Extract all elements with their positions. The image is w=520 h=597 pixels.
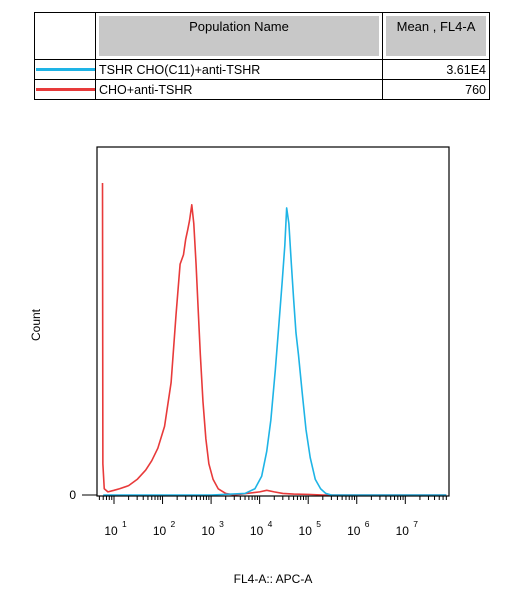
legend-header-blank — [34, 12, 96, 60]
series-line-cho — [101, 182, 447, 496]
x-tick-exponent: 7 — [413, 519, 418, 529]
x-tick-label: 10 — [201, 524, 215, 538]
y-axis-tick-labels: 0 — [69, 488, 97, 502]
legend-row-name: CHO+anti-TSHR — [95, 79, 383, 100]
legend-header-mean: Mean , FL4-A — [382, 12, 490, 60]
series-layer — [101, 182, 447, 496]
x-axis-ticks — [98, 496, 447, 504]
legend-row-mean: 3.61E4 — [382, 59, 490, 80]
x-tick-exponent: 2 — [171, 519, 176, 529]
plot-frame — [96, 146, 450, 497]
x-tick-exponent: 6 — [365, 519, 370, 529]
y-tick-label: 0 — [69, 488, 76, 502]
y-axis-title: Count — [29, 308, 43, 341]
x-axis-title: FL4-A:: APC-A — [234, 572, 313, 586]
x-tick-label: 10 — [250, 524, 264, 538]
legend-swatch-cell — [34, 79, 96, 100]
x-tick-exponent: 1 — [122, 519, 127, 529]
x-tick-label: 10 — [347, 524, 361, 538]
x-tick-label: 10 — [153, 524, 167, 538]
legend-swatch-cho — [36, 88, 95, 91]
x-tick-label: 10 — [396, 524, 410, 538]
legend-row-mean: 760 — [382, 79, 490, 100]
x-tick-label: 10 — [299, 524, 313, 538]
x-tick-exponent: 3 — [219, 519, 224, 529]
x-axis-tick-labels: 10 1 10 2 10 3 10 4 10 5 10 6 10 7 — [104, 519, 418, 538]
x-tick-exponent: 4 — [268, 519, 273, 529]
legend-row: CHO+anti-TSHR 760 — [34, 79, 490, 100]
x-tick-exponent: 5 — [316, 519, 321, 529]
legend-swatch-tshr — [36, 68, 95, 71]
x-tick-label: 10 — [104, 524, 118, 538]
legend-table: Population Name Mean , FL4-A TSHR CHO(C1… — [34, 12, 490, 100]
series-line-tshr — [103, 207, 447, 496]
